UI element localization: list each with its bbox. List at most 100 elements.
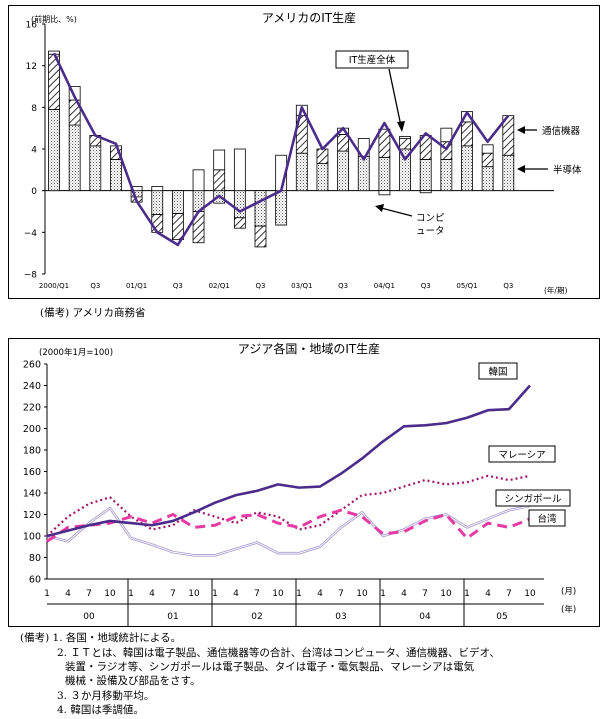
bar-segment-semiconductor <box>378 156 391 192</box>
chart1-source-note: (備考) アメリカ商務省 <box>40 307 146 319</box>
chart2-ytick-label: 180 <box>23 446 41 457</box>
bar-segment-telecom <box>481 152 494 168</box>
chart2-month-label: 1 <box>464 589 470 599</box>
computer-label-1: コンピ <box>416 213 445 224</box>
computer-arrow <box>380 207 413 217</box>
chart2-month-label: 4 <box>149 589 155 599</box>
chart1-xtick-label: 03/Q1 <box>291 282 312 290</box>
chart1-ytick-label: −8 <box>24 271 38 281</box>
note-line-3: 装置・ラジオ等、シンガポールは電子製品、タイは電子・電気製品、マレーシアは電気 <box>65 661 475 673</box>
bar-segment-semiconductor <box>68 124 81 192</box>
taiwan-line <box>46 508 531 543</box>
telecom-arrowhead <box>517 126 525 134</box>
chart2-ytick-label: 80 <box>29 553 41 564</box>
bar-segment-computer <box>192 169 205 192</box>
singapore-line-inner <box>46 505 531 556</box>
chart1-x-unit: (年/期) <box>544 285 567 295</box>
chart1-xtick-label: Q3 <box>256 282 266 290</box>
bar-segment-computer <box>151 186 164 192</box>
chart1-xtick-label: Q3 <box>421 282 431 290</box>
note-line-5: 3. ３か月移動平均。 <box>57 690 155 702</box>
chart2-ytick-label: 260 <box>23 360 41 371</box>
chart2-month-label: 4 <box>65 589 71 599</box>
bar-segment-semiconductor <box>461 145 473 192</box>
chart1-unit-label: (前期比、%) <box>31 14 77 24</box>
chart2-month-label: 7 <box>338 589 344 599</box>
chart2-ytick-label: 200 <box>23 424 41 435</box>
bar-segment-telecom <box>461 121 473 147</box>
chart2-month-unit: (月) <box>561 587 576 597</box>
semi-arrowhead <box>517 165 525 173</box>
chart2-year-label: 03 <box>335 612 346 622</box>
bar-segment-semiconductor <box>337 150 350 192</box>
us-it-production-chart: アメリカのIT生産 (前期比、%) (年/期) 16 12 8 4 0 −4 −8 2000… <box>24 10 582 295</box>
chart2-ytick-label: 240 <box>23 381 41 392</box>
chart2-year-unit: (年) <box>561 604 576 615</box>
bar-segment-computer <box>440 127 453 143</box>
label-singapore: シンガポール <box>504 494 562 505</box>
bar-segment-semiconductor <box>357 155 370 192</box>
bar-segment-computer <box>233 148 246 192</box>
chart2-year-label: 01 <box>167 612 178 622</box>
bar-segment-computer <box>399 136 411 139</box>
chart2-month-label: 7 <box>422 589 428 599</box>
label-box-taiwan <box>528 509 566 527</box>
chart2-month-label: 7 <box>506 589 512 599</box>
bar-segment-semiconductor <box>171 190 184 214</box>
chart2-month-label: 4 <box>485 589 491 599</box>
bar-segment-telecom <box>254 225 267 248</box>
chart1-ytick-label: 8 <box>31 104 37 114</box>
chart2-month-label: 10 <box>440 589 452 599</box>
chart2-month-label: 1 <box>44 589 50 599</box>
chart1-xtick-label: Q3 <box>503 282 513 290</box>
bar-segment-telecom <box>316 148 329 164</box>
chart2-year-label: 04 <box>419 612 431 622</box>
bar-segment-semiconductor <box>254 190 267 227</box>
chart2-month-label: 10 <box>272 589 284 599</box>
singapore-line <box>46 504 531 557</box>
note-line-6: 4. 韓国は季調値。 <box>57 704 144 716</box>
total-arrowhead <box>397 121 405 132</box>
asia-it-production-chart: アジア各国・地域のIT生産 (2000年1月=100) 260 240 220 200… <box>23 341 576 626</box>
chart2-month-label: 7 <box>86 589 92 599</box>
bar-segment-semiconductor <box>275 190 288 226</box>
bar-segment-computer <box>68 86 81 101</box>
bar-segment-telecom <box>151 214 164 233</box>
chart2-month-label: 1 <box>296 589 302 599</box>
label-box-singapore <box>495 489 571 507</box>
chart2-month-label: 1 <box>380 589 386 599</box>
chart2-month-label: 10 <box>104 589 116 599</box>
chart1-xtick-label: 01/Q1 <box>126 282 147 290</box>
asia-it-production-panel: アジア各国・地域のIT生産 (2000年1月=100) 260 240 220 200… <box>8 338 600 627</box>
chart1-ytick-label: −4 <box>24 229 38 239</box>
chart2-month-label: 10 <box>188 589 200 599</box>
chart2-ytick-label: 60 <box>29 575 41 586</box>
telecom-label: 通信機器 <box>542 125 581 137</box>
chart2-year-label: 05 <box>496 612 507 622</box>
chart2-ytick-label: 160 <box>23 467 41 478</box>
note-line-4: 機械・設備及び部品をさす。 <box>65 675 201 687</box>
chart2-ytick-label: 100 <box>23 532 41 543</box>
chart1-xtick-label: Q3 <box>173 282 183 290</box>
chart2-year-label: 00 <box>83 612 95 622</box>
chart1-xtick-label: 04/Q1 <box>374 282 395 290</box>
bar-segment-telecom <box>213 169 226 192</box>
chart1-title: アメリカのIT生産 <box>262 10 356 25</box>
chart2-month-label: 10 <box>524 589 536 599</box>
label-taiwan: 台湾 <box>537 513 557 525</box>
bar-segment-semiconductor <box>233 190 246 219</box>
label-malaysia: マレーシア <box>498 450 545 461</box>
chart2-month-label: 10 <box>356 589 368 599</box>
bar-segment-telecom <box>399 138 411 150</box>
chart2-ytick-label: 120 <box>23 510 41 521</box>
chart2-year-label: 02 <box>251 612 262 622</box>
chart2-month-label: 1 <box>128 589 134 599</box>
semi-label: 半導体 <box>553 164 582 176</box>
chart1-xtick-label: 05/Q1 <box>456 282 477 290</box>
bar-segment-semiconductor <box>151 190 164 216</box>
label-box-malaysia <box>488 445 556 463</box>
bar-segment-telecom <box>233 217 246 229</box>
chart1-xtick-label: Q3 <box>90 282 100 290</box>
malaysia-line <box>46 474 531 537</box>
note-line-2: 2. ＩＴとは、韓国は電子製品、通信機器等の合計、台湾はコンピュータ、通信機器、… <box>57 647 500 659</box>
